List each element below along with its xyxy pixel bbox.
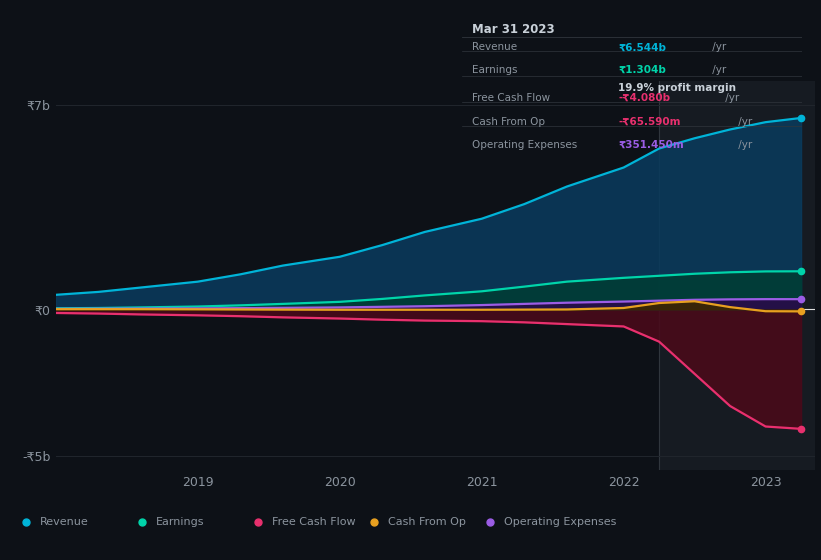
Text: /yr: /yr (709, 65, 726, 75)
Text: Mar 31 2023: Mar 31 2023 (472, 22, 555, 36)
Text: -₹65.590m: -₹65.590m (618, 117, 681, 127)
Text: ₹351.450m: ₹351.450m (618, 139, 684, 150)
Text: Earnings: Earnings (472, 65, 518, 75)
Text: /yr: /yr (709, 43, 726, 53)
Text: -₹4.080b: -₹4.080b (618, 92, 671, 102)
Text: Operating Expenses: Operating Expenses (472, 139, 577, 150)
Bar (659, 81, 821, 470)
Text: Revenue: Revenue (472, 43, 517, 53)
Text: Free Cash Flow: Free Cash Flow (472, 92, 550, 102)
Text: ₹1.304b: ₹1.304b (618, 65, 667, 75)
Text: Cash From Op: Cash From Op (388, 517, 466, 527)
Text: /yr: /yr (735, 117, 752, 127)
Text: Operating Expenses: Operating Expenses (503, 517, 616, 527)
Text: /yr: /yr (735, 139, 752, 150)
Text: /yr: /yr (722, 92, 739, 102)
Text: Cash From Op: Cash From Op (472, 117, 545, 127)
Text: Earnings: Earnings (156, 517, 204, 527)
Text: Revenue: Revenue (39, 517, 89, 527)
Text: 19.9% profit margin: 19.9% profit margin (618, 83, 736, 92)
Text: Free Cash Flow: Free Cash Flow (272, 517, 355, 527)
Text: ₹6.544b: ₹6.544b (618, 43, 667, 53)
